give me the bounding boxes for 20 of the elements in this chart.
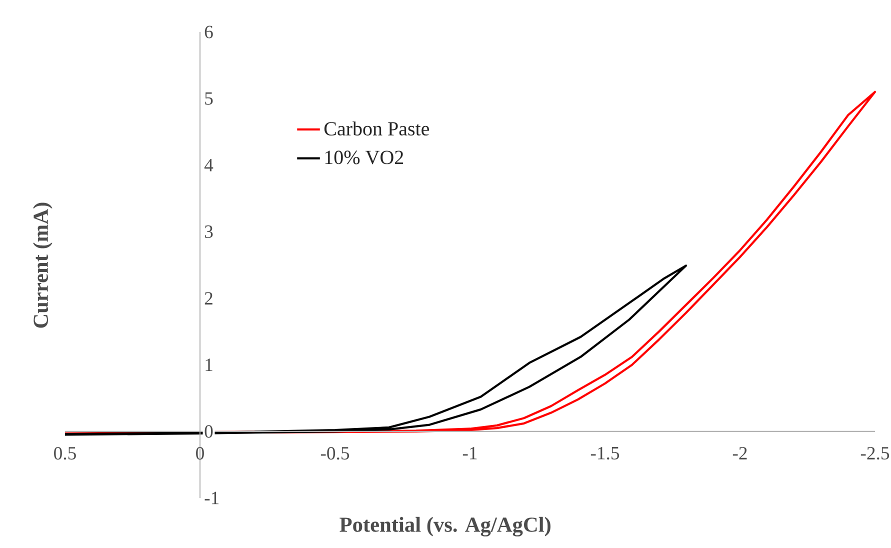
y-tick-label: 5 — [205, 92, 213, 105]
x-tick-label: -1.5 — [590, 446, 620, 460]
line-series — [64, 264, 688, 436]
legend-label: 10% VO2 — [325, 150, 404, 164]
y-tick-label: 2 — [204, 292, 212, 304]
x-tick-label: -0.5 — [320, 446, 350, 460]
x-axis-title: Potential (vs. Ag/AgCl) — [340, 516, 550, 536]
x-tick-label: 0.5 — [54, 446, 76, 460]
x-tick-label: -2 — [732, 446, 747, 460]
x-tick-label: -1 — [462, 446, 477, 460]
y-tick-label: 1 — [206, 358, 212, 372]
legend-label: Carbon Paste — [324, 121, 430, 136]
y-tick-label: 0 — [204, 425, 213, 438]
y-axis-title: Current (mA) — [33, 202, 52, 328]
y-tick-label: 4 — [204, 158, 214, 172]
x-tick-label: 0 — [196, 446, 204, 460]
y-tick-label: -1 — [204, 492, 219, 504]
y-tick-label: 3 — [204, 225, 213, 238]
x-tick-label: -2.5 — [860, 446, 890, 460]
y-tick-label: 6 — [204, 26, 213, 38]
